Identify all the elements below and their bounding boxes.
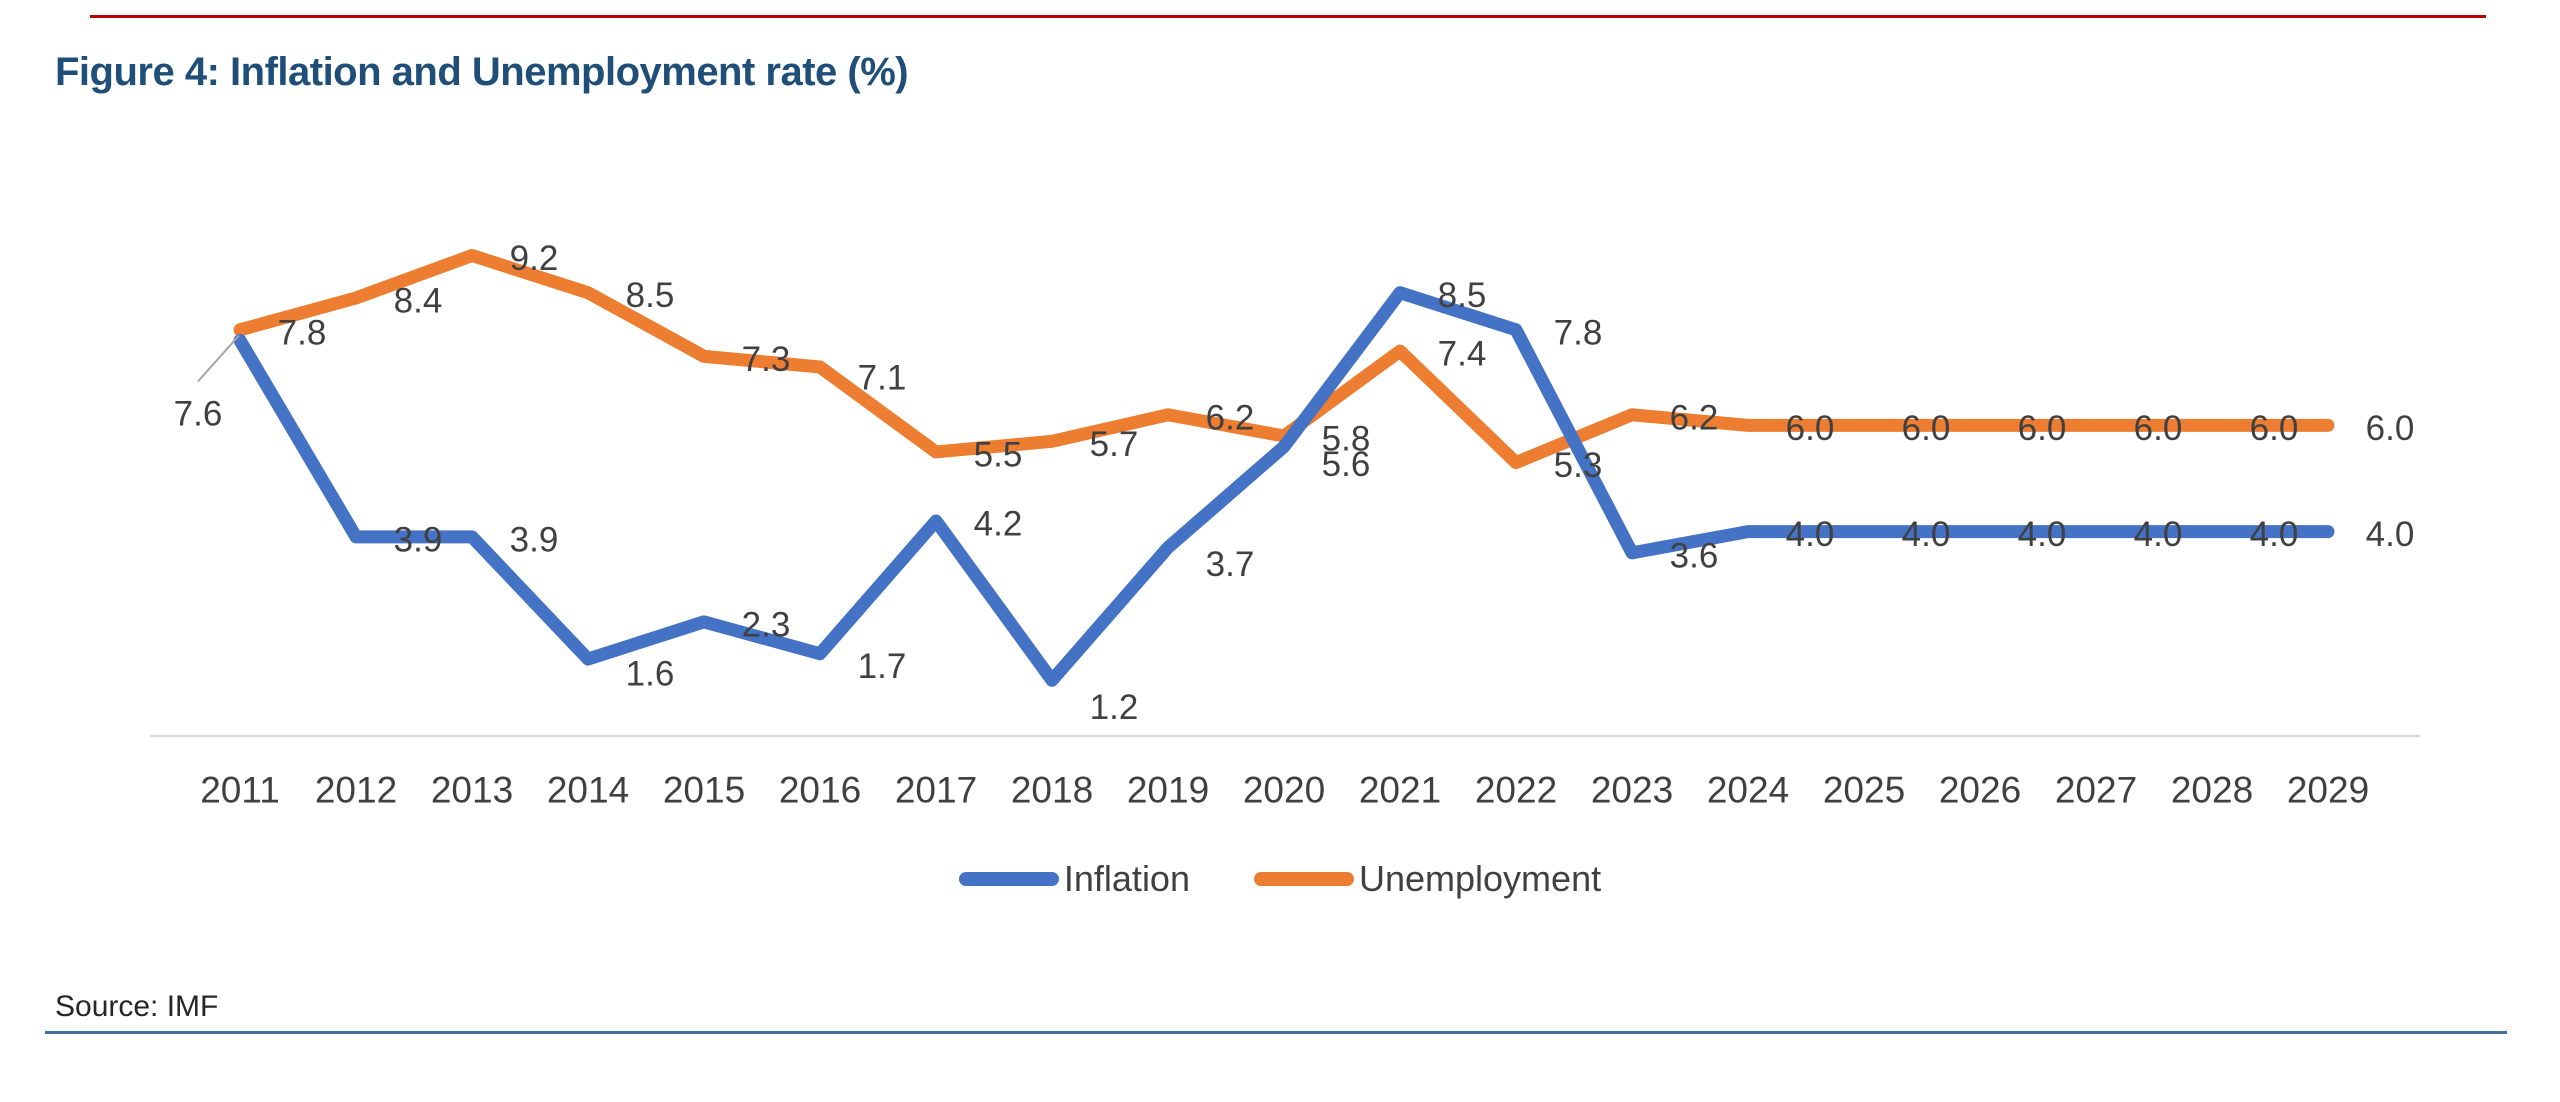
data-label-inflation-2016: 1.7: [858, 647, 907, 686]
x-axis-label-2019: 2019: [1127, 770, 1209, 811]
data-label-inflation-2013: 3.9: [510, 520, 559, 559]
data-label-unemployment-2028: 6.0: [2250, 409, 2299, 448]
data-label-unemployment-2013: 9.2: [510, 239, 559, 278]
data-label-unemployment-2026: 6.0: [2018, 409, 2067, 448]
data-label-unemployment-2016: 7.1: [858, 358, 907, 397]
callout-leader-line: [197, 334, 240, 383]
data-label-unemployment-2027: 6.0: [2134, 409, 2183, 448]
x-axis-label-2014: 2014: [547, 770, 629, 811]
data-label-unemployment-2011: 7.8: [278, 313, 327, 352]
x-axis-label-2017: 2017: [895, 770, 977, 811]
legend-item-inflation: Inflation: [958, 858, 1190, 900]
source-note: Source: IMF: [55, 990, 219, 1023]
data-label-inflation-2018: 1.2: [1090, 688, 1139, 727]
data-label-inflation-2012: 3.9: [394, 520, 443, 559]
data-label-unemployment-2017: 5.5: [974, 435, 1023, 474]
x-axis-label-2028: 2028: [2171, 770, 2253, 811]
data-label-unemployment-2022: 5.3: [1554, 446, 1603, 485]
x-axis-label-2029: 2029: [2287, 770, 2369, 811]
top-accent-line: [90, 15, 2486, 18]
x-axis-label-2023: 2023: [1591, 770, 1673, 811]
chart-legend: Inflation Unemployment: [0, 856, 2560, 902]
bottom-rule: [45, 1031, 2507, 1034]
legend-label-inflation: Inflation: [1063, 858, 1190, 899]
x-axis-label-2025: 2025: [1823, 770, 1905, 811]
data-label-inflation-2029: 4.0: [2366, 515, 2415, 554]
data-label-unemployment-2015: 7.3: [742, 340, 791, 379]
legend-item-unemployment: Unemployment: [1253, 858, 1602, 900]
unemployment-line-swatch-icon: [1253, 872, 1354, 886]
data-label-unemployment-2018: 5.7: [1090, 425, 1139, 464]
data-label-inflation-2014: 1.6: [626, 655, 675, 694]
x-axis-label-2011: 2011: [200, 770, 280, 811]
legend-label-unemployment: Unemployment: [1358, 858, 1602, 899]
x-axis-label-2022: 2022: [1475, 770, 1557, 811]
x-axis-label-2012: 2012: [315, 770, 397, 811]
x-axis-label-2018: 2018: [1011, 770, 1093, 811]
x-axis-label-2026: 2026: [1939, 770, 2021, 811]
inflation-line: [233, 286, 2335, 687]
data-label-inflation-2022: 7.8: [1554, 313, 1603, 352]
x-axis-label-2016: 2016: [779, 770, 861, 811]
data-label-inflation-2025: 4.0: [1902, 515, 1951, 554]
data-label-inflation-2021: 8.5: [1438, 276, 1487, 315]
data-label-inflation-2015: 2.3: [742, 605, 791, 644]
data-label-unemployment-2029: 6.0: [2366, 409, 2415, 448]
x-axis-label-2013: 2013: [431, 770, 513, 811]
data-label-unemployment-2020: 5.8: [1322, 420, 1371, 459]
x-axis-label-2027: 2027: [2055, 770, 2137, 811]
data-label-unemployment-2023: 6.2: [1670, 398, 1719, 437]
data-label-inflation-2028: 4.0: [2250, 515, 2299, 554]
data-label-inflation-2011: 7.6: [174, 395, 223, 434]
data-label-unemployment-2012: 8.4: [394, 281, 443, 320]
data-label-inflation-2017: 4.2: [974, 504, 1023, 543]
data-label-unemployment-2025: 6.0: [1902, 409, 1951, 448]
data-label-unemployment-2024: 6.0: [1786, 409, 1835, 448]
data-label-unemployment-2021: 7.4: [1438, 335, 1487, 374]
data-label-inflation-2020: 5.6: [1322, 445, 1371, 484]
data-label-inflation-2026: 4.0: [2018, 515, 2067, 554]
inflation-line-swatch-icon: [958, 872, 1059, 886]
x-axis-label-2015: 2015: [663, 770, 745, 811]
data-label-unemployment-2019: 6.2: [1206, 398, 1255, 437]
data-label-unemployment-2014: 8.5: [626, 276, 675, 315]
unemployment-line: [233, 248, 2335, 470]
data-label-inflation-2024: 4.0: [1786, 515, 1835, 554]
x-axis-label-2021: 2021: [1359, 770, 1441, 811]
x-axis-label-2020: 2020: [1243, 770, 1325, 811]
data-label-inflation-2019: 3.7: [1206, 545, 1255, 584]
x-axis-label-2024: 2024: [1707, 770, 1789, 811]
data-label-inflation-2027: 4.0: [2134, 515, 2183, 554]
data-label-inflation-2023: 3.6: [1670, 536, 1719, 575]
figure-title: Figure 4: Inflation and Unemployment rat…: [55, 50, 909, 94]
